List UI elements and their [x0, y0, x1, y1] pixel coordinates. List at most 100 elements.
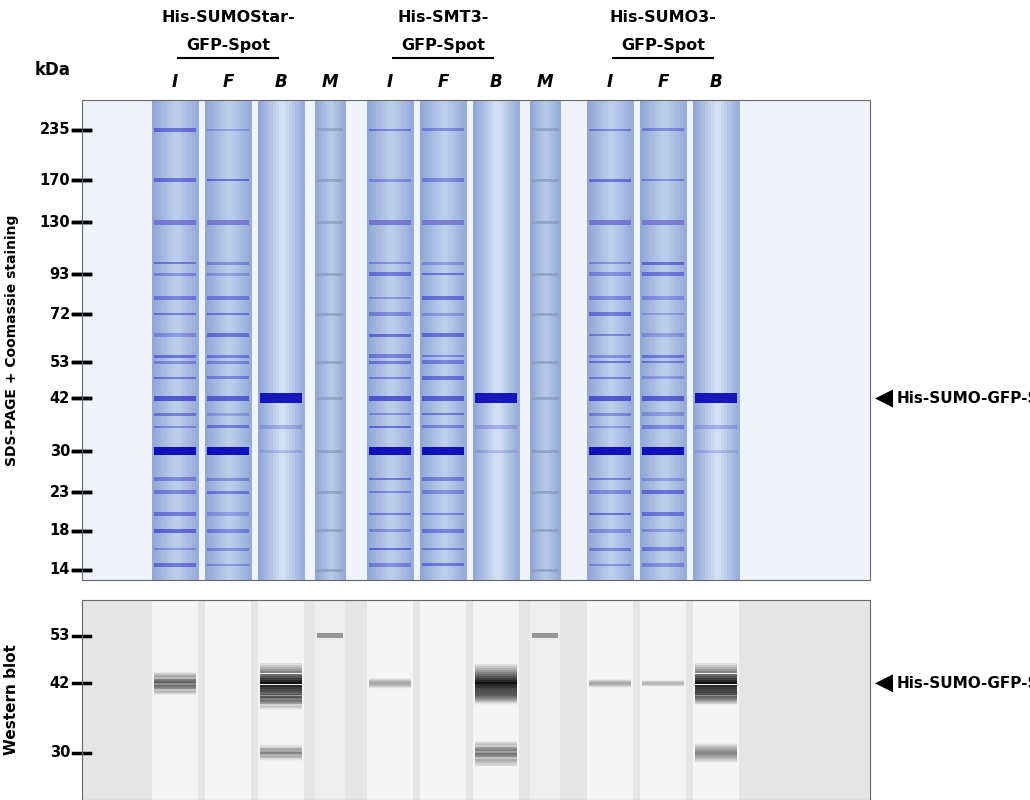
Bar	[154, 361, 196, 364]
Bar	[695, 425, 737, 429]
Bar	[422, 447, 464, 455]
Bar	[260, 758, 302, 760]
Bar	[341, 100, 344, 580]
Bar	[695, 695, 737, 698]
Bar	[317, 633, 343, 638]
Bar	[475, 743, 517, 745]
Bar	[260, 746, 302, 748]
Bar	[398, 100, 402, 580]
Bar	[642, 680, 684, 682]
Bar	[475, 690, 517, 691]
Bar	[422, 355, 464, 358]
Bar	[695, 680, 737, 682]
Bar	[367, 100, 413, 580]
Bar	[159, 100, 162, 580]
Bar	[331, 100, 334, 580]
Bar	[260, 753, 302, 755]
Bar	[642, 396, 684, 401]
Bar	[475, 686, 517, 688]
Bar	[260, 450, 302, 453]
Bar	[422, 396, 464, 401]
Bar	[695, 674, 737, 675]
Bar	[260, 754, 302, 757]
Bar	[369, 562, 411, 566]
Bar	[182, 100, 186, 580]
Bar	[475, 694, 517, 696]
Bar	[627, 100, 631, 580]
Bar	[176, 100, 180, 580]
Bar	[533, 397, 558, 400]
Bar	[683, 100, 687, 580]
Bar	[599, 100, 604, 580]
Bar	[369, 681, 411, 683]
Bar	[475, 749, 517, 751]
Text: 23: 23	[49, 485, 70, 500]
Bar	[327, 100, 330, 580]
Bar	[82, 600, 870, 800]
Bar	[369, 682, 411, 683]
Text: I: I	[387, 73, 393, 91]
Bar	[640, 600, 686, 800]
Bar	[233, 100, 237, 580]
Bar	[695, 691, 737, 693]
Bar	[589, 678, 631, 681]
Bar	[288, 100, 293, 580]
Bar	[642, 683, 684, 686]
Bar	[680, 100, 684, 580]
Bar	[475, 742, 517, 744]
Bar	[695, 696, 737, 698]
Text: B: B	[710, 73, 722, 91]
Bar	[369, 413, 411, 415]
Bar	[369, 678, 411, 679]
Bar	[642, 512, 684, 516]
Bar	[475, 680, 517, 682]
Bar	[369, 129, 411, 130]
Bar	[642, 333, 684, 337]
Bar	[504, 100, 508, 580]
Bar	[696, 100, 700, 580]
Bar	[589, 272, 631, 276]
Bar	[475, 746, 517, 749]
Bar	[695, 678, 737, 680]
Bar	[609, 100, 613, 580]
Bar	[695, 676, 737, 678]
Bar	[239, 100, 243, 580]
Bar	[589, 682, 631, 684]
Bar	[369, 682, 411, 684]
Bar	[420, 100, 466, 580]
Bar	[510, 100, 514, 580]
Bar	[475, 668, 517, 670]
Bar	[195, 100, 199, 580]
Bar	[154, 377, 196, 378]
Bar	[154, 674, 196, 676]
Bar	[475, 751, 517, 754]
Bar	[260, 743, 302, 746]
Bar	[589, 478, 631, 481]
Bar	[205, 100, 251, 580]
Bar	[642, 685, 684, 687]
Bar	[154, 273, 196, 276]
Bar	[727, 100, 731, 580]
Bar	[475, 702, 517, 703]
Bar	[642, 530, 684, 532]
Bar	[475, 450, 517, 453]
Bar	[295, 100, 299, 580]
Bar	[589, 514, 631, 515]
Bar	[558, 100, 561, 580]
Bar	[695, 690, 737, 691]
Bar	[207, 376, 249, 379]
Bar	[695, 750, 737, 751]
Bar	[260, 702, 302, 704]
Bar	[260, 747, 302, 750]
Bar	[185, 100, 190, 580]
Bar	[475, 694, 517, 695]
Bar	[260, 689, 302, 691]
Text: 130: 130	[39, 214, 70, 230]
Bar	[642, 314, 684, 315]
Bar	[475, 759, 517, 766]
Bar	[207, 548, 249, 550]
Bar	[475, 672, 517, 674]
Bar	[642, 262, 684, 265]
Bar	[154, 678, 196, 681]
Bar	[260, 757, 302, 759]
